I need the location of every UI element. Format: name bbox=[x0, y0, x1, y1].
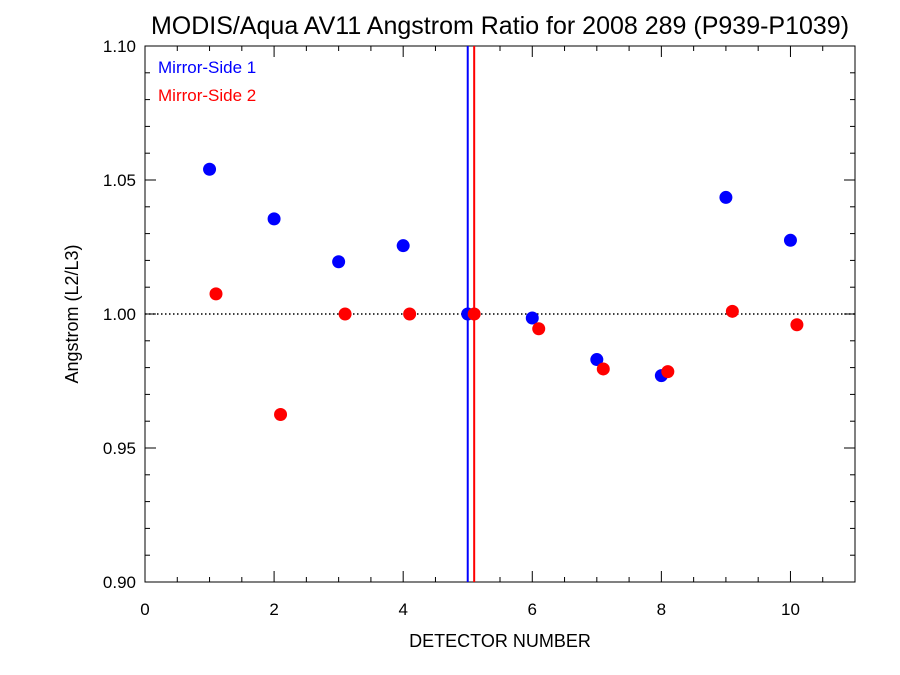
y-axis-label: Angstrom (L2/L3) bbox=[62, 244, 82, 383]
data-point-series-1 bbox=[525, 311, 539, 325]
data-point-series-2 bbox=[338, 307, 352, 321]
reference-lines-layer bbox=[145, 46, 855, 582]
x-tick-label: 6 bbox=[528, 600, 537, 619]
y-tick-label: 0.95 bbox=[103, 439, 136, 458]
data-point-series-2 bbox=[596, 362, 610, 376]
x-tick-label: 10 bbox=[781, 600, 800, 619]
data-point-series-2 bbox=[790, 318, 804, 332]
data-point-series-1 bbox=[267, 212, 281, 226]
legend-item-mirror-side-2: Mirror-Side 2 bbox=[158, 86, 256, 105]
data-point-series-2 bbox=[467, 307, 481, 321]
data-point-series-2 bbox=[274, 408, 288, 421]
data-point-series-1 bbox=[719, 190, 733, 204]
x-axis-label: DETECTOR NUMBER bbox=[409, 631, 591, 651]
y-tick-label: 0.90 bbox=[103, 573, 136, 592]
ticks-layer: 0 2 4 6 8 10 0.90 0.95 1.00 1.05 1.10 bbox=[103, 37, 856, 619]
points-layer bbox=[203, 162, 804, 421]
x-tick-label: 2 bbox=[269, 600, 278, 619]
data-point-series-2 bbox=[725, 304, 739, 318]
data-point-series-2 bbox=[661, 365, 675, 379]
legend-item-mirror-side-1: Mirror-Side 1 bbox=[158, 58, 256, 77]
chart-title: MODIS/Aqua AV11 Angstrom Ratio for 2008 … bbox=[151, 12, 849, 40]
legend: Mirror-Side 1 Mirror-Side 2 bbox=[158, 58, 256, 105]
x-tick-label: 4 bbox=[398, 600, 407, 619]
y-tick-label: 1.00 bbox=[103, 305, 136, 324]
data-point-series-2 bbox=[532, 322, 546, 336]
data-point-series-2 bbox=[209, 287, 223, 301]
plot-frame bbox=[144, 45, 856, 583]
x-tick-label: 0 bbox=[140, 600, 149, 619]
data-point-series-2 bbox=[403, 307, 417, 321]
data-point-series-1 bbox=[203, 162, 217, 176]
x-tick-label: 8 bbox=[657, 600, 666, 619]
data-point-series-1 bbox=[783, 233, 797, 247]
y-tick-label: 1.10 bbox=[103, 37, 136, 56]
y-tick-label: 1.05 bbox=[103, 171, 136, 190]
data-point-series-1 bbox=[396, 239, 410, 253]
data-point-series-1 bbox=[590, 353, 604, 367]
data-point-series-1 bbox=[332, 255, 346, 269]
